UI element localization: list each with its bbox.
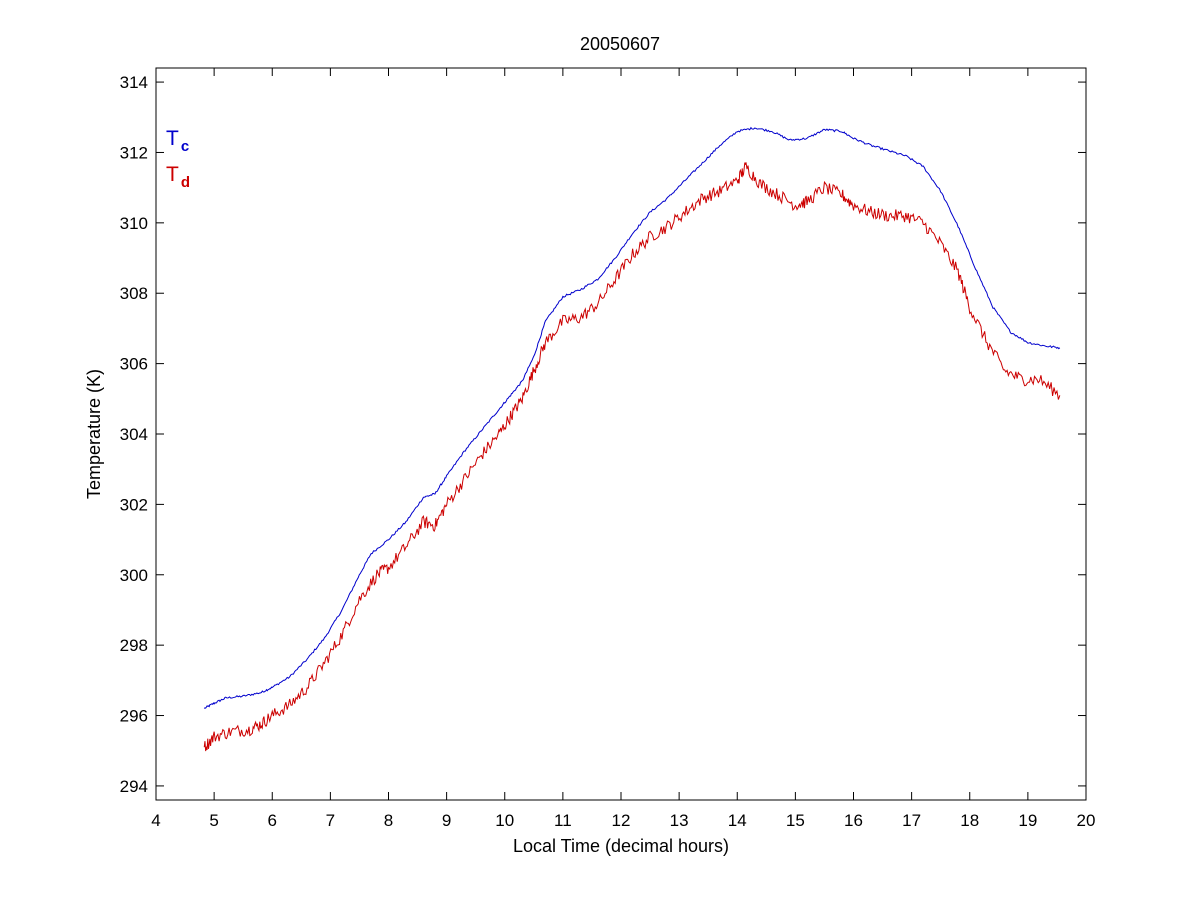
y-tick-label: 304: [120, 425, 148, 444]
series-line-c: [203, 126, 1061, 709]
y-tick-label: 310: [120, 214, 148, 233]
x-tick-label: 7: [326, 811, 335, 830]
legend-symbol: T: [166, 127, 179, 150]
y-tick-label: 306: [120, 355, 148, 374]
legend-subscript: c: [181, 138, 189, 155]
x-tick-label: 16: [844, 811, 863, 830]
y-axis-title: Temperature (K): [84, 369, 104, 499]
series-line-d: [203, 162, 1061, 752]
y-tick-label: 294: [120, 777, 148, 796]
x-tick-label: 18: [960, 811, 979, 830]
x-tick-label: 19: [1018, 811, 1037, 830]
x-axis-title: Local Time (decimal hours): [513, 836, 729, 856]
x-tick-label: 5: [209, 811, 218, 830]
x-tick-label: 12: [612, 811, 631, 830]
x-tick-label: 10: [495, 811, 514, 830]
x-tick-label: 13: [670, 811, 689, 830]
x-tick-label: 17: [902, 811, 921, 830]
series-layer: [203, 126, 1061, 752]
x-tick-label: 9: [442, 811, 451, 830]
legend-subscript: d: [181, 174, 190, 191]
y-tick-label: 312: [120, 143, 148, 162]
x-tick-label: 6: [268, 811, 277, 830]
y-tick-label: 302: [120, 495, 148, 514]
y-tick-label: 308: [120, 284, 148, 303]
x-axis-ticks: 4 5 6 7 8 9 10 11 12 13 14 15 16 17 18 19 20: [151, 68, 1095, 830]
x-tick-label: 20: [1077, 811, 1096, 830]
chart-title: 20050607: [580, 34, 660, 54]
plot-area-frame: [155, 67, 1087, 801]
y-tick-label: 296: [120, 707, 148, 726]
x-tick-label: 8: [384, 811, 393, 830]
y-tick-label: 314: [120, 73, 148, 92]
x-tick-label: 11: [554, 811, 572, 830]
x-tick-label: 14: [728, 811, 747, 830]
y-axis-ticks: 294 296 298 300 302 304 306 308 310 312 314: [120, 73, 1086, 796]
x-tick-label: 4: [151, 811, 160, 830]
y-tick-label: 298: [120, 636, 148, 655]
x-tick-label: 15: [786, 811, 805, 830]
y-tick-label: 300: [120, 566, 148, 585]
legend-symbol: T: [166, 163, 179, 186]
